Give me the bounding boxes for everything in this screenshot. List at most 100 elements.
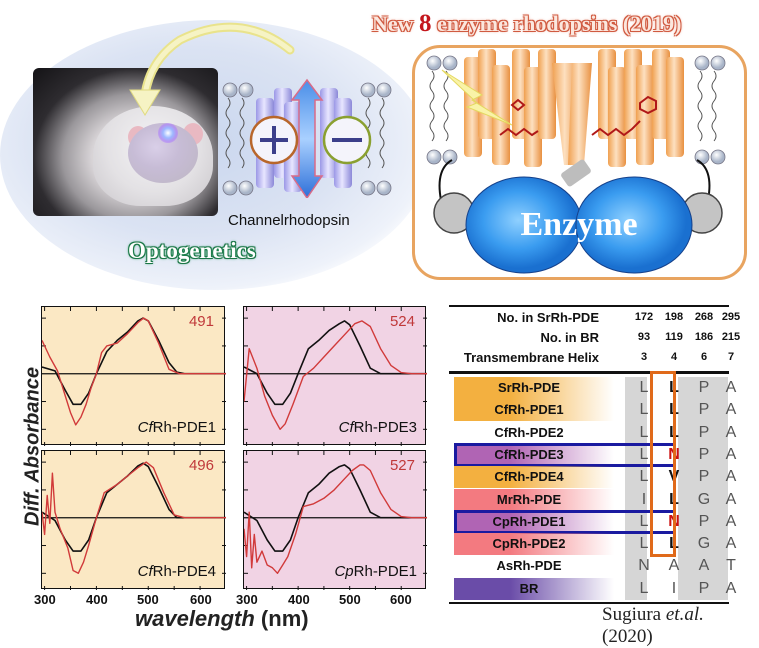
name-rest: Rh-PDE1 <box>353 563 417 580</box>
protein-name: CfRh-PDE3 <box>494 446 564 462</box>
header-label: No. in BR <box>540 330 600 345</box>
residue-cell: L <box>639 579 649 597</box>
table-top-rule <box>449 305 729 307</box>
residue-cell: A <box>725 512 737 530</box>
residue-cell: A <box>725 445 737 463</box>
alignment-row: CfRh-PDE2 L L P A <box>449 421 736 444</box>
alignment-row: SrRh-PDE L L P A <box>449 377 736 399</box>
alignment-row: CpRh-PDE1 L N P A <box>449 510 736 533</box>
x-tick-label: 600 <box>390 592 412 607</box>
alignment-row: CfRh-PDE3 L N P A <box>449 443 736 466</box>
residue-cell: N <box>638 557 650 575</box>
highlight-box-blue <box>454 509 676 535</box>
peak-wavelength-label: 496 <box>188 457 214 474</box>
protein-name: CfRh-PDE2 <box>494 424 564 440</box>
lipid-left <box>222 82 254 196</box>
residue-cell: I <box>671 579 677 597</box>
plot-svg <box>244 307 427 446</box>
title-prefix: New <box>372 11 420 36</box>
spectrum-plot-cprh-pde1: 527 CpRh-PDE1 <box>243 450 427 590</box>
spectrum-plot-cfrh-pde4: 496 CfRh-PDE4 <box>41 450 226 590</box>
peak-wavelength-label: 524 <box>389 313 415 330</box>
alignment-row: CfRh-PDE4 L V P A <box>449 466 736 489</box>
header-value: 268 <box>694 311 714 323</box>
residue-cell: A <box>698 557 710 575</box>
enzyme-label: Enzyme <box>520 206 637 243</box>
protein-name: CfRh-PDE1 <box>494 402 564 418</box>
lipid-bilayer-left <box>426 55 458 165</box>
title-suffix: enzyme rhodopsins (2019) <box>431 11 682 36</box>
x-tick-label: 500 <box>137 592 159 607</box>
residue-cell: P <box>698 379 710 396</box>
peak-wavelength-label: 527 <box>389 457 415 474</box>
residue-cell: L <box>639 379 649 396</box>
series-line-reference <box>244 464 427 552</box>
residue-cell: P <box>698 512 710 530</box>
name-italic: Cf <box>137 419 153 436</box>
x-tick-label: 400 <box>86 592 108 607</box>
series-line-reference <box>42 317 226 406</box>
linker-domain <box>561 159 591 187</box>
residue-cell: A <box>725 379 737 396</box>
header-value: 198 <box>664 311 684 323</box>
residue-cell: L <box>639 401 649 419</box>
optogenetics-title: Optogenetics <box>128 238 256 263</box>
residue-cell: L <box>639 512 649 530</box>
protein-name: CpRh-PDE1 <box>492 513 566 529</box>
x-axis-label-italic: wavelength <box>135 606 255 631</box>
residue-cell: A <box>725 468 737 486</box>
series-line-reference <box>244 320 427 406</box>
lightning-bolt-icon <box>441 69 513 126</box>
name-rest: Rh-PDE4 <box>152 563 216 580</box>
series-line-measured <box>42 317 226 426</box>
orange-helix-cylinders <box>464 49 684 167</box>
header-label: Transmembrane Helix <box>463 350 599 365</box>
header-value: 172 <box>634 311 654 323</box>
residue-column-shading <box>678 377 728 600</box>
highlight-box-orange <box>650 371 676 558</box>
header-value: 93 <box>637 331 651 343</box>
x-tick-label: 300 <box>236 592 258 607</box>
header-row: No. in SrRh-PDE 172 198 268 295 <box>449 310 740 328</box>
name-italic: Cp <box>334 563 354 580</box>
retinal-chromophore-left <box>499 98 539 137</box>
plot-svg <box>42 307 226 446</box>
residue-cell: A <box>668 557 680 575</box>
protein-name-label: CfRh-PDE1 <box>138 419 216 436</box>
x-tick-label: 400 <box>288 592 310 607</box>
protein-name-label: CfRh-PDE3 <box>339 419 417 436</box>
residue-cell: I <box>641 490 647 508</box>
x-tick-label: 500 <box>339 592 361 607</box>
header-value: 186 <box>694 331 714 343</box>
protein-name: MrRh-PDE <box>496 491 562 507</box>
residue-alignment-table: No. in SrRh-PDE 172 198 268 295 No. in BR 93 11… <box>449 300 740 604</box>
alignment-row: CpRh-PDE2 L L G A <box>449 533 736 556</box>
peak-wavelength-label: 491 <box>188 313 214 330</box>
citation: Sugiura et.al. (2020) <box>602 604 759 648</box>
residue-cell: P <box>698 579 710 597</box>
minus-ion-icon <box>322 115 372 165</box>
header-value: 215 <box>721 331 741 343</box>
row-color-bar <box>454 377 614 399</box>
x-axis-label: wavelength (nm) <box>135 606 309 632</box>
series-line-measured <box>244 320 427 431</box>
row-color-bar <box>454 577 614 600</box>
x-axis-label-unit: (nm) <box>254 606 309 631</box>
residue-cell: A <box>725 579 737 597</box>
residue-cell: G <box>697 535 711 553</box>
residue-cell: P <box>698 445 710 463</box>
residue-cell: A <box>725 535 737 553</box>
enzyme-domains <box>465 176 693 274</box>
residue-cell: P <box>698 423 710 441</box>
header-value: 3 <box>640 351 648 363</box>
residue-cell: A <box>725 401 737 419</box>
protein-name: SrRh-PDE <box>497 380 561 395</box>
highlight-box-blue <box>454 442 676 468</box>
residue-cell: L <box>639 535 649 553</box>
rat-photo <box>33 68 218 216</box>
plot-svg <box>244 451 427 590</box>
row-color-bar <box>454 488 614 511</box>
title-number: 8 <box>419 10 432 37</box>
residue-cell: T <box>726 557 736 575</box>
row-color-bar <box>454 555 614 578</box>
